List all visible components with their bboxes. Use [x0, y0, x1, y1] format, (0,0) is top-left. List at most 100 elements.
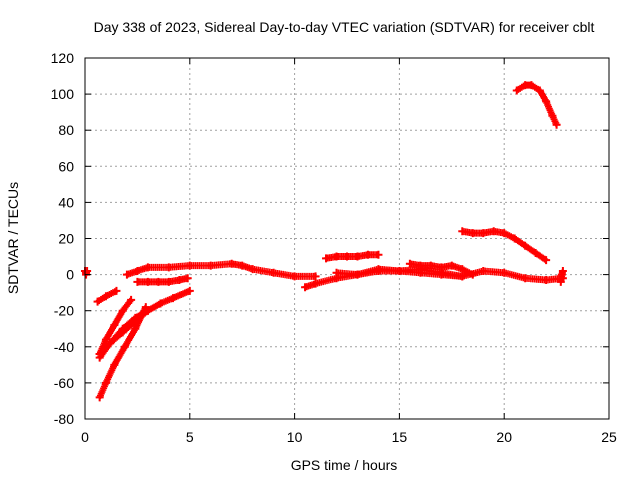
data-point — [458, 227, 467, 236]
data-point — [118, 306, 127, 315]
y-tick-label: 20 — [58, 231, 74, 247]
data-point — [95, 350, 104, 359]
data-point — [558, 266, 567, 275]
data-point — [83, 266, 92, 275]
y-axis-label: SDTVAR / TECUs — [5, 182, 21, 294]
y-tick-label: 0 — [66, 267, 74, 283]
y-tick-label: 60 — [58, 158, 74, 174]
data-point — [269, 268, 278, 277]
y-tick-label: 100 — [51, 86, 75, 102]
data-point — [479, 266, 488, 275]
y-tick-label: 80 — [58, 122, 74, 138]
data-point — [542, 97, 551, 106]
data-point — [238, 261, 247, 270]
data-point — [143, 306, 152, 315]
series-arc-13 — [512, 81, 561, 129]
series-arc-5 — [93, 286, 121, 306]
data-point — [552, 120, 561, 129]
series-trail — [322, 251, 382, 262]
data-point — [437, 263, 446, 272]
data-point — [154, 277, 163, 286]
data-point — [548, 111, 557, 120]
data-point — [122, 270, 131, 279]
data-point — [106, 339, 115, 348]
data-point — [95, 393, 104, 402]
data-point — [169, 294, 178, 303]
data-point — [311, 272, 320, 281]
grid-layer — [85, 58, 609, 419]
data-point — [112, 286, 121, 295]
data-point — [206, 261, 215, 270]
data-point — [185, 261, 194, 270]
data-point — [183, 274, 192, 283]
data-point — [458, 265, 467, 274]
data-point — [290, 272, 299, 281]
data-point — [521, 241, 530, 250]
data-layer — [81, 81, 567, 402]
data-point — [512, 86, 521, 95]
data-point — [118, 328, 127, 337]
y-tick-label: -20 — [54, 303, 74, 319]
data-point — [110, 321, 119, 330]
data-point — [164, 263, 173, 272]
data-point — [468, 229, 477, 238]
data-point — [101, 378, 110, 387]
data-point — [143, 263, 152, 272]
tick-layer: 0 5 10 15 20 25 -80 -60 -40 -20 0 20 40 60 80 100 120 — [51, 50, 617, 445]
y-tick-label: -60 — [54, 375, 74, 391]
data-point — [527, 81, 536, 90]
data-point — [535, 86, 544, 95]
series-arc-15 — [556, 266, 567, 286]
data-point — [101, 292, 110, 301]
data-point — [479, 229, 488, 238]
data-point — [521, 274, 530, 283]
data-point — [101, 335, 110, 344]
data-point — [374, 266, 383, 275]
data-point — [133, 266, 142, 275]
series-arc-10 — [332, 265, 567, 285]
y-tick-label: -80 — [54, 411, 74, 427]
data-point — [353, 270, 362, 279]
data-point — [489, 227, 498, 236]
data-point — [143, 277, 152, 286]
data-point — [127, 295, 136, 304]
data-point — [468, 270, 477, 279]
x-tick-label: 15 — [392, 429, 408, 445]
data-point — [311, 279, 320, 288]
data-point — [531, 248, 540, 257]
data-point — [395, 266, 404, 275]
data-point — [332, 268, 341, 277]
data-point — [556, 277, 565, 286]
data-point — [120, 342, 129, 351]
data-point — [374, 250, 383, 259]
data-point — [156, 299, 165, 308]
data-point — [131, 317, 140, 326]
data-point — [164, 277, 173, 286]
data-point — [227, 259, 236, 268]
data-point — [510, 234, 519, 243]
series-arc-4 — [95, 306, 152, 359]
x-axis-label: GPS time / hours — [291, 457, 398, 473]
y-tick-label: 120 — [51, 50, 75, 66]
series-arc-9 — [322, 250, 383, 263]
data-point — [131, 324, 140, 333]
series-trail — [123, 260, 320, 280]
series-arc-6 — [133, 274, 192, 286]
x-tick-label: 25 — [601, 429, 617, 445]
data-point — [542, 256, 551, 265]
data-point — [133, 277, 142, 286]
x-tick-label: 10 — [287, 429, 303, 445]
x-tick-label: 5 — [186, 429, 194, 445]
series-arc-14 — [81, 266, 92, 279]
data-point — [500, 229, 509, 238]
series-arc-7 — [122, 259, 320, 281]
series-trail — [513, 81, 561, 129]
series-arc-11 — [405, 259, 477, 279]
data-point — [332, 252, 341, 261]
data-point — [110, 360, 119, 369]
x-tick-label: 0 — [81, 429, 89, 445]
x-tick-label: 20 — [496, 429, 512, 445]
data-point — [175, 276, 184, 285]
